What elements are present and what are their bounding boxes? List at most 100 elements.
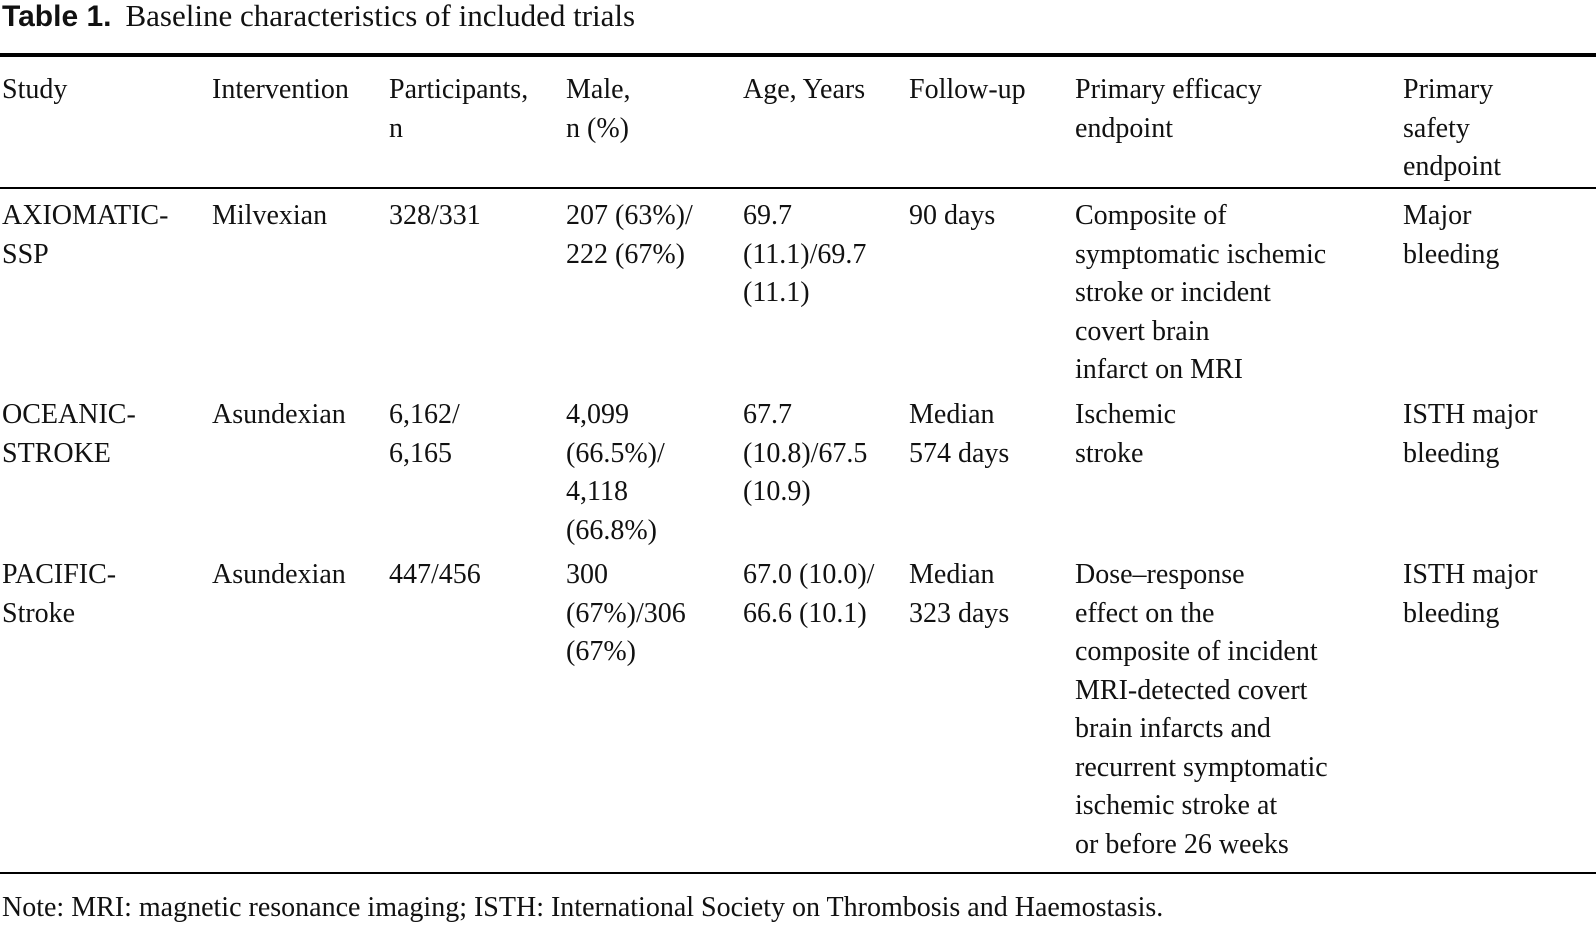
table-cell-male-line: (66.5%)/ xyxy=(566,437,665,469)
column-header-male: Male, n (%) xyxy=(566,71,631,148)
table-cell-safety: Major bleeding xyxy=(1403,197,1499,274)
column-header-efficacy-line: endpoint xyxy=(1075,112,1173,144)
table-cell-safety-line: Major xyxy=(1403,200,1472,231)
table-cell-intervention-line: Asundexian xyxy=(212,399,346,430)
table-cell-efficacy-line: ischemic stroke at xyxy=(1075,790,1278,821)
table-cell-male: 300 (67%)/306 (67%) xyxy=(566,556,686,672)
column-header-followup: Follow-up xyxy=(909,71,1026,110)
table-cell-followup-line: 90 days xyxy=(909,200,996,231)
table-cell-followup: Median 323 days xyxy=(909,556,1009,633)
table-cell-intervention-line: Milvexian xyxy=(212,200,328,231)
table-cell-male: 4,099 (66.5%)/ 4,118 (66.8%) xyxy=(566,396,665,550)
table-title: Baseline characteristics of included tri… xyxy=(125,0,636,33)
column-header-male-line: Male, xyxy=(566,74,631,105)
table-cell-male-line: 207 (63%)/ xyxy=(566,200,693,231)
table-cell-male-line: (66.8%) xyxy=(566,514,657,546)
table-note: Note: MRI: magnetic resonance imaging; I… xyxy=(2,892,1164,923)
column-header-safety-line: Primary xyxy=(1403,74,1494,105)
table-cell-age-line: 67.0 (10.0)/ xyxy=(743,559,875,590)
table-cell-participants: 328/331 xyxy=(389,197,481,236)
table-cell-intervention-line: Asundexian xyxy=(212,559,346,590)
table-cell-study: PACIFIC- Stroke xyxy=(2,556,116,633)
table-cell-study-line: AXIOMATIC- xyxy=(2,200,169,231)
table-cell-age: 67.0 (10.0)/ 66.6 (10.1) xyxy=(743,556,874,633)
table-cell-study-line: Stroke xyxy=(2,597,76,629)
table-cell-efficacy-line: Composite of xyxy=(1075,200,1227,231)
column-header-study-line: Study xyxy=(2,74,68,105)
table-cell-age-line: 67.7 xyxy=(743,399,792,430)
table-cell-safety-line: bleeding xyxy=(1403,437,1500,469)
column-header-followup-line: Follow-up xyxy=(909,74,1026,105)
column-header-male-line: n (%) xyxy=(566,112,629,144)
table-cell-age-line: (10.9) xyxy=(743,476,811,507)
table-cell-efficacy-line: infarct on MRI xyxy=(1075,354,1243,385)
table-cell-efficacy-line: recurrent symptomatic xyxy=(1075,751,1328,783)
table-cell-followup-line: Median xyxy=(909,559,995,590)
table-cell-study: AXIOMATIC- SSP xyxy=(2,197,168,274)
table-cell-intervention: Milvexian xyxy=(212,197,327,236)
column-header-participants: Participants, n xyxy=(389,71,528,148)
table-cell-safety-line: bleeding xyxy=(1403,238,1500,270)
column-header-participants-line: Participants, xyxy=(389,74,529,105)
table-label: Table 1. xyxy=(2,0,112,33)
table-cell-intervention: Asundexian xyxy=(212,396,346,435)
table-cell-efficacy: Dose–response effect on the composite of i… xyxy=(1075,556,1328,864)
table-cell-followup-line: 574 days xyxy=(909,437,1010,469)
table-cell-efficacy-line: covert brain xyxy=(1075,315,1210,347)
table-cell-efficacy-line: stroke xyxy=(1075,437,1144,469)
table-cell-followup: Median 574 days xyxy=(909,396,1009,473)
table-cell-efficacy-line: Ischemic xyxy=(1075,399,1177,430)
table-cell-age-line: (11.1)/69.7 xyxy=(743,238,867,270)
table-cell-safety-line: ISTH major xyxy=(1403,399,1538,430)
table-header-rule xyxy=(0,187,1596,189)
column-header-efficacy-line: Primary efficacy xyxy=(1075,74,1262,105)
column-header-safety: Primary safety endpoint xyxy=(1403,71,1501,187)
table-cell-efficacy-line: effect on the xyxy=(1075,597,1215,629)
column-header-safety-line: safety xyxy=(1403,112,1470,144)
table-cell-safety: ISTH major bleeding xyxy=(1403,556,1538,633)
table-cell-age-line: 66.6 (10.1) xyxy=(743,597,867,629)
column-header-safety-line: endpoint xyxy=(1403,151,1501,182)
table-cell-followup-line: Median xyxy=(909,399,995,430)
table-cell-male-line: (67%) xyxy=(566,636,636,667)
table-cell-study-line: SSP xyxy=(2,238,49,270)
table-cell-participants-line: 328/331 xyxy=(389,200,481,231)
table-bottom-rule xyxy=(0,872,1596,874)
column-header-study: Study xyxy=(2,71,67,110)
table-cell-efficacy-line: or before 26 weeks xyxy=(1075,828,1289,860)
table-cell-male-line: (67%)/306 xyxy=(566,597,686,629)
table-cell-age-line: (11.1) xyxy=(743,277,810,308)
table-cell-male-line: 4,118 xyxy=(566,476,628,507)
column-header-age-line: Age, Years xyxy=(743,74,866,105)
column-header-intervention: Intervention xyxy=(212,71,349,110)
table-cell-followup: 90 days xyxy=(909,197,995,236)
table-top-rule xyxy=(0,53,1596,57)
table-cell-male: 207 (63%)/ 222 (67%) xyxy=(566,197,693,274)
table-cell-age: 67.7 (10.8)/67.5 (10.9) xyxy=(743,396,867,512)
column-header-age: Age, Years xyxy=(743,71,865,110)
table-cell-efficacy-line: symptomatic ischemic xyxy=(1075,238,1327,270)
column-header-intervention-line: Intervention xyxy=(212,74,349,105)
column-header-efficacy: Primary efficacy endpoint xyxy=(1075,71,1262,148)
table-cell-efficacy-line: stroke or incident xyxy=(1075,277,1271,308)
table-cell-participants: 447/456 xyxy=(389,556,481,595)
column-header-participants-line: n xyxy=(389,112,403,144)
table-cell-participants: 6,162/6,165 xyxy=(389,396,460,473)
table-cell-participants-line: 6,165 xyxy=(389,437,452,469)
table-cell-study: OCEANIC- STROKE xyxy=(2,396,136,473)
table-cell-safety-line: ISTH major xyxy=(1403,559,1538,590)
table-cell-safety-line: bleeding xyxy=(1403,597,1500,629)
table-cell-male-line: 4,099 xyxy=(566,399,629,430)
table-cell-intervention: Asundexian xyxy=(212,556,346,595)
table-cell-efficacy-line: brain infarcts and xyxy=(1075,713,1271,744)
table-cell-participants-line: 447/456 xyxy=(389,559,481,590)
table-caption: Table 1. Baseline characteristics of inc… xyxy=(2,0,635,38)
table-cell-male-line: 300 xyxy=(566,559,608,590)
table-cell-age-line: (10.8)/67.5 xyxy=(743,437,868,469)
table-cell-study-line: OCEANIC- xyxy=(2,399,136,430)
table-cell-participants-line: 6,162/ xyxy=(389,399,460,430)
table-cell-study-line: PACIFIC- xyxy=(2,559,117,590)
table-cell-efficacy-line: MRI-detected covert xyxy=(1075,674,1308,706)
table-cell-efficacy-line: composite of incident xyxy=(1075,636,1318,667)
table-cell-age-line: 69.7 xyxy=(743,200,792,231)
